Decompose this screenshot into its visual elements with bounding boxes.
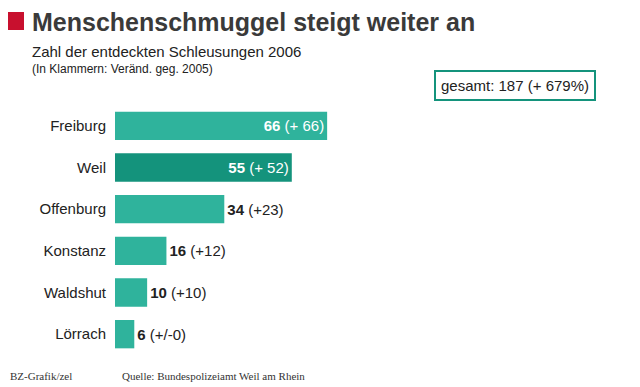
svg-text:16 (+12): 16 (+12) bbox=[169, 242, 225, 259]
svg-text:Konstanz: Konstanz bbox=[43, 242, 106, 259]
svg-text:10 (+10): 10 (+10) bbox=[150, 284, 206, 301]
svg-text:Waldshut: Waldshut bbox=[44, 284, 107, 301]
svg-text:Freiburg: Freiburg bbox=[50, 117, 106, 134]
svg-text:Quelle: Bundespolizeiamt Weil: Quelle: Bundespolizeiamt Weil am Rhein bbox=[122, 370, 305, 382]
svg-text:BZ-Grafik/zel: BZ-Grafik/zel bbox=[10, 370, 72, 382]
svg-text:Zahl der entdeckten Schleusung: Zahl der entdeckten Schleusungen 2006 bbox=[32, 43, 301, 60]
svg-text:(In Klammern: Veränd. geg. 200: (In Klammern: Veränd. geg. 2005) bbox=[32, 62, 213, 76]
svg-text:55 (+ 52): 55 (+ 52) bbox=[228, 159, 288, 176]
svg-text:Offenburg: Offenburg bbox=[40, 200, 106, 217]
svg-text:Weil: Weil bbox=[77, 159, 106, 176]
svg-text:34 (+23): 34 (+23) bbox=[227, 201, 283, 218]
svg-text:66 (+ 66): 66 (+ 66) bbox=[264, 117, 324, 134]
svg-text:Menschenschmuggel steigt weite: Menschenschmuggel steigt weiter an bbox=[32, 8, 475, 36]
svg-text:Lörrach: Lörrach bbox=[55, 325, 106, 342]
svg-text:gesamt: 187 (+ 679%): gesamt: 187 (+ 679%) bbox=[441, 77, 589, 94]
svg-text:6 (+/-0): 6 (+/-0) bbox=[137, 326, 186, 343]
